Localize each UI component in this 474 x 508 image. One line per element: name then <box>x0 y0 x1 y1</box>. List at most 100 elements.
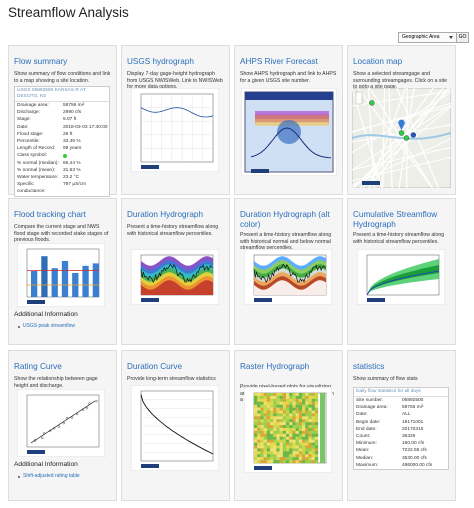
raster-cell <box>276 439 280 443</box>
card-title[interactable]: Duration Hydrograph (alt color) <box>240 210 330 229</box>
thumbnail[interactable] <box>352 88 451 188</box>
raster-cell <box>282 425 287 429</box>
raster-cell <box>302 445 306 449</box>
card-title[interactable]: Duration Hydrograph <box>127 210 204 219</box>
raster-cell <box>295 416 299 420</box>
row-label: Drainage area: <box>356 405 388 411</box>
raster-cell <box>263 398 267 402</box>
raster-cell <box>279 439 283 443</box>
card-title[interactable]: AHPS River Forecast <box>240 57 318 66</box>
raster-cell <box>263 393 267 397</box>
raster-cell <box>266 428 271 432</box>
thumbnail[interactable] <box>241 88 337 176</box>
raster-cell <box>254 460 258 464</box>
thumbnail[interactable] <box>131 385 219 471</box>
raster-cell <box>257 401 261 405</box>
raster-cell <box>257 393 261 397</box>
raster-cell <box>292 422 296 426</box>
go-button[interactable]: GO <box>456 32 469 43</box>
raster-cell <box>298 430 303 435</box>
raster-cell <box>295 428 299 432</box>
thumbnail[interactable] <box>17 389 105 457</box>
raster-cell <box>292 401 296 405</box>
card-title[interactable]: Rating Curve <box>14 362 62 371</box>
raster-cell <box>298 393 303 397</box>
raster-cell <box>273 404 277 408</box>
row-value: 33.46 % <box>63 139 81 145</box>
thumbnail[interactable] <box>131 249 219 305</box>
raster-cell <box>263 416 267 420</box>
raster-cell <box>311 422 315 426</box>
raster-cell <box>286 416 290 420</box>
raster-cell <box>289 395 293 400</box>
table-row: Begin date: 19171001 <box>354 419 448 426</box>
raster-cell <box>308 419 312 423</box>
card-title[interactable]: Location map <box>353 57 403 66</box>
card-title[interactable]: Raster Hydrograph <box>240 362 310 371</box>
raster-cell <box>270 425 274 429</box>
raster-cell <box>305 410 309 414</box>
raster-cell <box>276 407 280 411</box>
table-caption[interactable]: USGS 06892500 KANSAS R AT DESOTO, KS <box>15 87 109 102</box>
raster-cell <box>257 410 261 414</box>
raster-cell <box>273 433 277 437</box>
table-row: Length of Record: 99 years <box>15 145 109 152</box>
thumbnail[interactable] <box>244 387 332 473</box>
raster-cell <box>257 436 261 440</box>
raster-cell <box>279 428 283 432</box>
raster-cell <box>302 401 306 405</box>
row-label: Minimum: <box>356 441 377 447</box>
raster-cell <box>305 445 309 449</box>
raster-cell <box>298 448 303 452</box>
card-title[interactable]: Duration Curve <box>127 362 183 371</box>
raster-cell <box>311 398 315 402</box>
raster-cell <box>308 436 312 440</box>
raster-cell <box>302 454 306 458</box>
thumbnail[interactable] <box>244 249 332 305</box>
raster-cell <box>263 436 267 440</box>
thumbnail[interactable] <box>17 243 105 307</box>
raster-cell <box>276 410 280 414</box>
raster-cell <box>292 404 296 408</box>
info-link[interactable]: USGS peak streamflow <box>23 323 75 329</box>
raster-cell <box>295 398 299 402</box>
road <box>367 88 375 188</box>
raster-cell <box>314 413 319 417</box>
thumbnail[interactable] <box>357 249 445 305</box>
info-link[interactable]: Shift-adjusted rating table <box>23 473 80 479</box>
card-title[interactable]: statistics <box>353 362 385 371</box>
raster-cell <box>302 393 306 397</box>
raster-cell <box>257 416 261 420</box>
thumbnail[interactable] <box>131 88 219 172</box>
raster-cell <box>289 457 293 461</box>
raster-cell <box>311 419 315 423</box>
raster-cell <box>270 398 274 402</box>
raster-cell <box>257 439 261 443</box>
row-label: Discharge: <box>17 110 40 116</box>
raster-cell <box>305 442 309 446</box>
area-select[interactable]: Geographic Area <box>398 32 457 43</box>
row-value: 06892500 <box>402 398 424 403</box>
card: statistics Show summary of flow stats Dail… <box>347 350 456 501</box>
raster-cell <box>279 404 283 408</box>
card: USGS hydrograph Display 7-day gage-height… <box>121 45 230 195</box>
raster-cell <box>292 428 296 432</box>
raster-cell <box>254 413 258 417</box>
usgs-logo <box>27 450 45 454</box>
card-title[interactable]: Flow summary <box>14 57 68 66</box>
raster-cell <box>314 401 319 405</box>
card-title[interactable]: Flood tracking chart <box>14 210 86 219</box>
raster-cell <box>286 436 290 440</box>
row-value: 59756 mi² <box>63 103 85 108</box>
raster-cell <box>260 395 264 400</box>
raster-cell <box>298 410 303 414</box>
card-title[interactable]: Cumulative Streamflow Hydrograph <box>353 210 438 229</box>
raster-cell <box>308 416 312 420</box>
raster-cell <box>270 393 274 397</box>
raster-cell <box>257 433 261 437</box>
card-title[interactable]: USGS hydrograph <box>127 57 194 66</box>
additional-info-heading: Additional Information <box>14 461 78 468</box>
raster-cell <box>302 413 306 417</box>
card: Duration Hydrograph (alt color) Present a… <box>234 198 343 345</box>
raster-cell <box>279 425 283 429</box>
